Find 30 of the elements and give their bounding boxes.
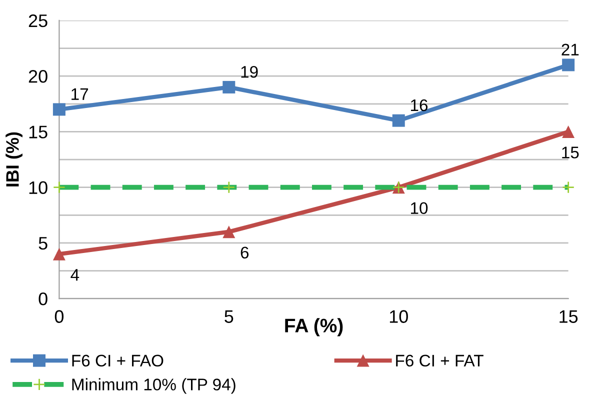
data-label: 10 [410, 202, 428, 214]
point [562, 125, 575, 138]
point [222, 226, 236, 238]
legend-label: F6 CI + FAT [396, 354, 484, 367]
point [222, 80, 236, 94]
legend-label: Minimum 10% (TP 94) [72, 378, 236, 394]
y-tick-label: 10 [29, 181, 48, 194]
data-label: 4 [70, 269, 80, 281]
x-tick-label: 10 [390, 310, 408, 323]
y-tick-label: 25 [28, 14, 48, 28]
point [562, 58, 575, 72]
y-tick-label: 5 [38, 237, 48, 250]
data-label: 16 [410, 99, 428, 112]
x-tick-label: 15 [560, 310, 578, 323]
data-label: 17 [72, 88, 88, 100]
y-tick-label: 15 [29, 126, 48, 138]
x-axis-title: FA (%) [285, 318, 343, 336]
data-label: 6 [240, 246, 249, 259]
y-tick-label: 0 [38, 292, 48, 306]
y-axis-title: IBI (%) [6, 132, 22, 186]
legend-label: F6 CI + FAO [72, 354, 164, 367]
point [392, 114, 405, 127]
point [52, 248, 66, 260]
data-label: 15 [562, 146, 579, 158]
data-label: 19 [241, 66, 258, 78]
y-tick-label: 20 [28, 70, 48, 83]
x-tick-label: 5 [224, 310, 234, 323]
point [52, 103, 66, 116]
data-label: 21 [562, 44, 579, 56]
x-tick-label: 0 [54, 310, 64, 323]
